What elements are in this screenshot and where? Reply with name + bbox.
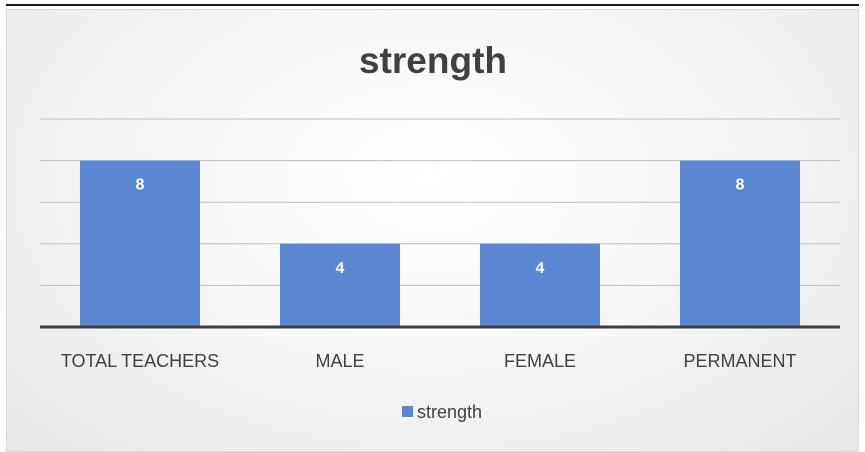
chart-area: strength 8 4 4 8 TOTAL TEACHERS MALE FEMALE PE…	[6, 9, 859, 452]
data-label: 8	[736, 177, 745, 194]
chart-title: strength	[359, 40, 507, 81]
bar	[80, 160, 200, 327]
bar	[480, 243, 600, 327]
data-label: 8	[136, 177, 145, 194]
data-label: 4	[336, 260, 345, 277]
legend-swatch	[402, 406, 413, 417]
bar	[280, 243, 400, 327]
legend-label: strength	[417, 402, 482, 422]
bars	[80, 160, 800, 327]
category-label: PERMANENT	[683, 351, 796, 371]
category-labels: TOTAL TEACHERS MALE FEMALE PERMANENT	[61, 351, 797, 371]
category-label: FEMALE	[504, 351, 576, 371]
bar	[680, 160, 800, 327]
top-rule	[6, 4, 859, 6]
data-labels: 8 4 4 8	[136, 177, 745, 277]
data-label: 4	[536, 260, 545, 277]
category-label: MALE	[315, 351, 364, 371]
bar-chart: strength 8 4 4 8 TOTAL TEACHERS MALE FEMALE PE…	[40, 40, 840, 422]
legend: strength	[402, 402, 482, 422]
category-label: TOTAL TEACHERS	[61, 351, 219, 371]
